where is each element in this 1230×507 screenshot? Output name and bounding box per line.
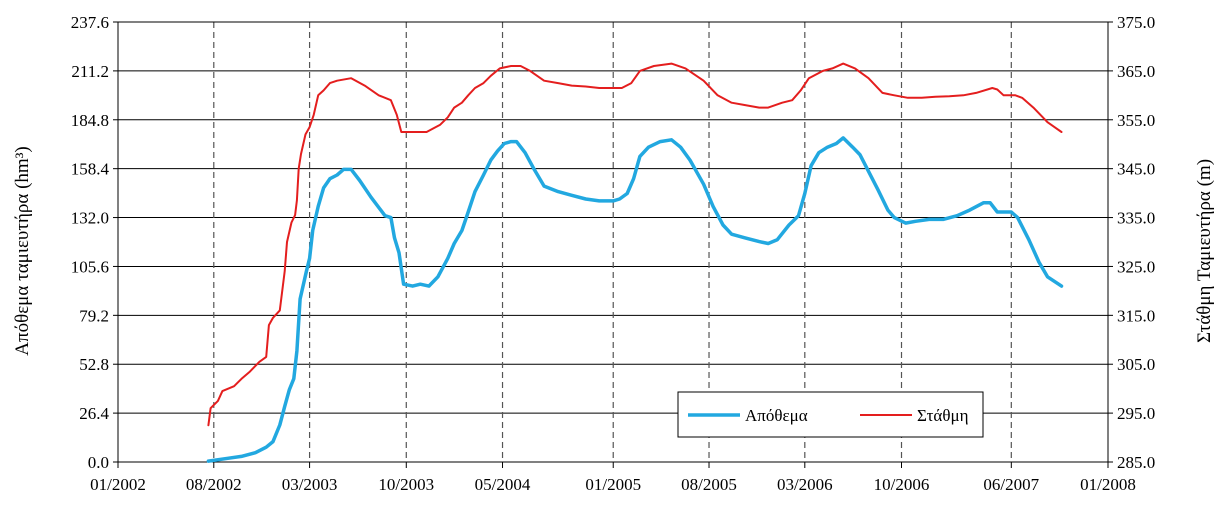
right-y-tick-label: 325.0 (1117, 257, 1155, 276)
right-y-axis-label: Στάθμη Ταμιευτήρα (m) (1194, 159, 1215, 343)
x-axis-ticks: 01/2002 08/2002 03/2003 10/2003 05/2004 01/20… (90, 462, 1136, 494)
left-y-tick-label: 132.0 (71, 209, 109, 228)
x-tick-label: 01/2008 (1080, 475, 1136, 494)
right-y-tick-label: 365.0 (1117, 62, 1155, 81)
legend-label-stathmi: Στάθμη (917, 406, 968, 425)
left-y-tick-label: 105.6 (71, 257, 109, 276)
left-y-tick-label: 0.0 (88, 453, 109, 472)
x-tick-label: 10/2003 (378, 475, 434, 494)
left-y-tick-label: 52.8 (79, 355, 109, 374)
series-line-apothema (206, 136, 1064, 463)
x-tick-label: 01/2002 (90, 475, 146, 494)
series-layer (206, 62, 1064, 463)
left-y-tick-label: 211.2 (71, 62, 109, 81)
right-y-tick-label: 285.0 (1117, 453, 1155, 472)
legend-label-apothema: Απόθεμα (745, 406, 808, 425)
right-y-tick-label: 345.0 (1117, 160, 1155, 179)
left-y-tick-label: 26.4 (79, 404, 109, 423)
right-y-tick-label: 335.0 (1117, 209, 1155, 228)
left-y-tick-label: 79.2 (79, 306, 109, 325)
legend: Απόθεμα Στάθμη (677, 391, 984, 438)
x-tick-label: 08/2002 (186, 475, 242, 494)
right-y-axis-ticks: 285.0 295.0 305.0 315.0 325.0 335.0 345.0 355.0… (1108, 13, 1155, 472)
right-y-tick-label: 355.0 (1117, 111, 1155, 130)
right-y-tick-label: 295.0 (1117, 404, 1155, 423)
left-y-axis-ticks: 0.0 26.4 52.8 79.2 105.6 132.0 158.4 184.8 211.2… (71, 13, 118, 472)
x-tick-label: 06/2007 (983, 475, 1039, 494)
x-tick-label: 01/2005 (585, 475, 641, 494)
left-y-tick-label: 237.6 (71, 13, 109, 32)
x-tick-label: 10/2006 (874, 475, 930, 494)
x-tick-label: 08/2005 (681, 475, 737, 494)
right-y-tick-label: 375.0 (1117, 13, 1155, 32)
right-y-tick-label: 315.0 (1117, 306, 1155, 325)
left-y-axis-label: Απόθεμα ταμιευτήρα (hm³) (12, 146, 33, 355)
right-y-tick-label: 305.0 (1117, 355, 1155, 374)
left-y-tick-label: 184.8 (71, 111, 109, 130)
x-tick-label: 03/2006 (777, 475, 833, 494)
series-line-stathmi (207, 62, 1063, 427)
left-y-tick-label: 158.4 (71, 160, 110, 179)
x-tick-label: 05/2004 (475, 475, 531, 494)
x-tick-label: 03/2003 (282, 475, 338, 494)
